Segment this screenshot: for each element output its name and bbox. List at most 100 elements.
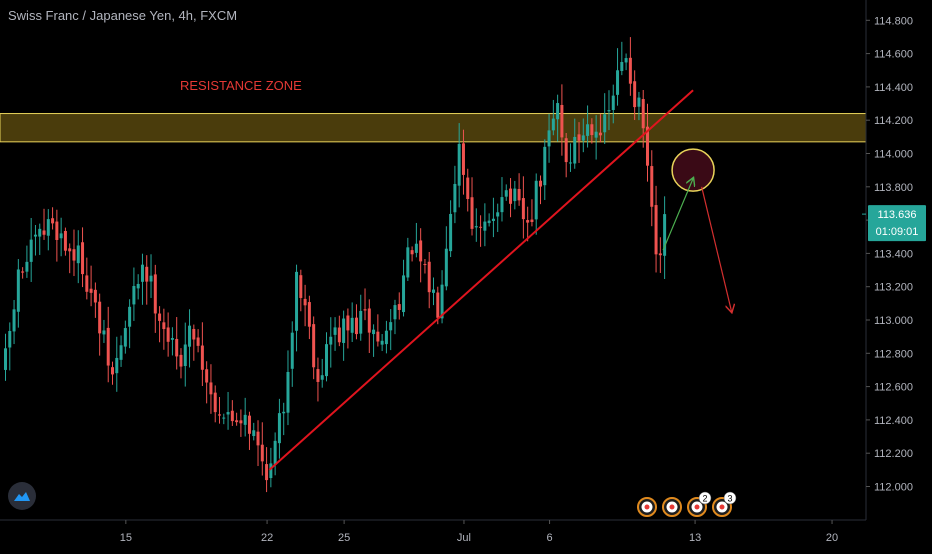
candle[interactable] [620, 41, 624, 76]
candle[interactable] [624, 53, 628, 71]
candle[interactable] [419, 228, 423, 283]
candle[interactable] [166, 312, 170, 357]
candle[interactable] [93, 282, 97, 318]
current-price-label-bg[interactable] [868, 205, 926, 242]
candle[interactable] [410, 246, 414, 262]
candle[interactable] [491, 197, 495, 238]
candle[interactable] [534, 173, 538, 235]
event-marker-1[interactable] [637, 497, 657, 517]
candle[interactable] [650, 150, 654, 227]
candle[interactable] [213, 385, 217, 423]
candle[interactable] [106, 306, 110, 383]
candle[interactable] [641, 89, 645, 148]
candle[interactable] [38, 223, 42, 255]
candle[interactable] [243, 397, 247, 437]
candle[interactable] [170, 327, 174, 356]
candle[interactable] [342, 310, 346, 361]
candle[interactable] [247, 411, 251, 450]
candle[interactable] [598, 113, 602, 143]
candle[interactable] [98, 293, 102, 356]
candle[interactable] [312, 316, 316, 380]
candle[interactable] [594, 115, 598, 160]
candle[interactable] [453, 165, 457, 224]
candle[interactable] [564, 132, 568, 178]
candle[interactable] [646, 103, 649, 182]
candle[interactable] [496, 203, 500, 232]
candle[interactable] [487, 213, 491, 227]
candle[interactable] [376, 314, 380, 347]
candle[interactable] [252, 422, 256, 441]
candle[interactable] [367, 299, 371, 354]
candle[interactable] [556, 94, 560, 142]
candle[interactable] [102, 319, 106, 343]
candle[interactable] [337, 315, 341, 347]
candle[interactable] [188, 309, 192, 368]
candle[interactable] [63, 227, 67, 256]
candle[interactable] [658, 237, 662, 273]
candle[interactable] [423, 259, 427, 274]
candle[interactable] [346, 308, 350, 349]
candle[interactable] [539, 175, 542, 205]
candle[interactable] [72, 229, 76, 277]
candle[interactable] [432, 277, 435, 306]
candle[interactable] [303, 284, 307, 327]
candle[interactable] [427, 252, 431, 309]
candle[interactable] [547, 113, 551, 163]
candle[interactable] [607, 90, 611, 131]
candle[interactable] [637, 91, 641, 121]
candle[interactable] [226, 391, 230, 430]
candle[interactable] [265, 447, 269, 493]
candle[interactable] [470, 177, 474, 236]
candle[interactable] [239, 409, 243, 437]
candle[interactable] [633, 70, 637, 121]
candle[interactable] [46, 209, 50, 251]
up-arrow[interactable] [662, 178, 693, 251]
candle[interactable] [8, 322, 12, 371]
candle[interactable] [526, 206, 530, 242]
candle[interactable] [397, 292, 401, 320]
candle[interactable] [654, 185, 658, 273]
tradingview-logo[interactable] [8, 482, 36, 510]
candle[interactable] [42, 208, 46, 240]
candle[interactable] [59, 217, 63, 257]
candle[interactable] [551, 99, 555, 136]
candle[interactable] [320, 358, 324, 388]
candle[interactable] [325, 332, 328, 382]
candle[interactable] [307, 295, 311, 340]
candle[interactable] [145, 255, 149, 305]
candle[interactable] [530, 199, 534, 227]
candle[interactable] [205, 361, 209, 404]
candle[interactable] [329, 317, 333, 368]
candle[interactable] [581, 118, 585, 153]
candle[interactable] [406, 237, 410, 281]
candle[interactable] [230, 400, 234, 426]
candle[interactable] [517, 173, 521, 206]
candle[interactable] [68, 243, 72, 274]
trendline[interactable] [268, 89, 694, 471]
candle[interactable] [153, 264, 157, 333]
candle[interactable] [577, 122, 581, 163]
candle[interactable] [16, 259, 20, 328]
candle[interactable] [543, 139, 547, 200]
candle[interactable] [192, 324, 196, 361]
symbol-title[interactable]: Swiss Franc / Japanese Yen, 4h, FXCM [8, 8, 238, 23]
candle[interactable] [500, 177, 504, 222]
candle[interactable] [393, 299, 397, 335]
candle[interactable] [414, 222, 418, 258]
candle[interactable] [354, 304, 358, 340]
candle[interactable] [286, 350, 290, 426]
candle[interactable] [115, 336, 119, 392]
candle[interactable] [273, 432, 277, 476]
candle[interactable] [449, 200, 453, 258]
target-circle[interactable] [671, 148, 715, 192]
event-marker-3[interactable]: 2 [687, 491, 712, 517]
candle[interactable] [33, 225, 37, 256]
candle[interactable] [290, 321, 294, 387]
candle[interactable] [444, 226, 448, 291]
candle[interactable] [128, 299, 132, 349]
candle[interactable] [260, 422, 264, 476]
candle[interactable] [568, 143, 572, 172]
down-arrow[interactable] [701, 186, 732, 312]
